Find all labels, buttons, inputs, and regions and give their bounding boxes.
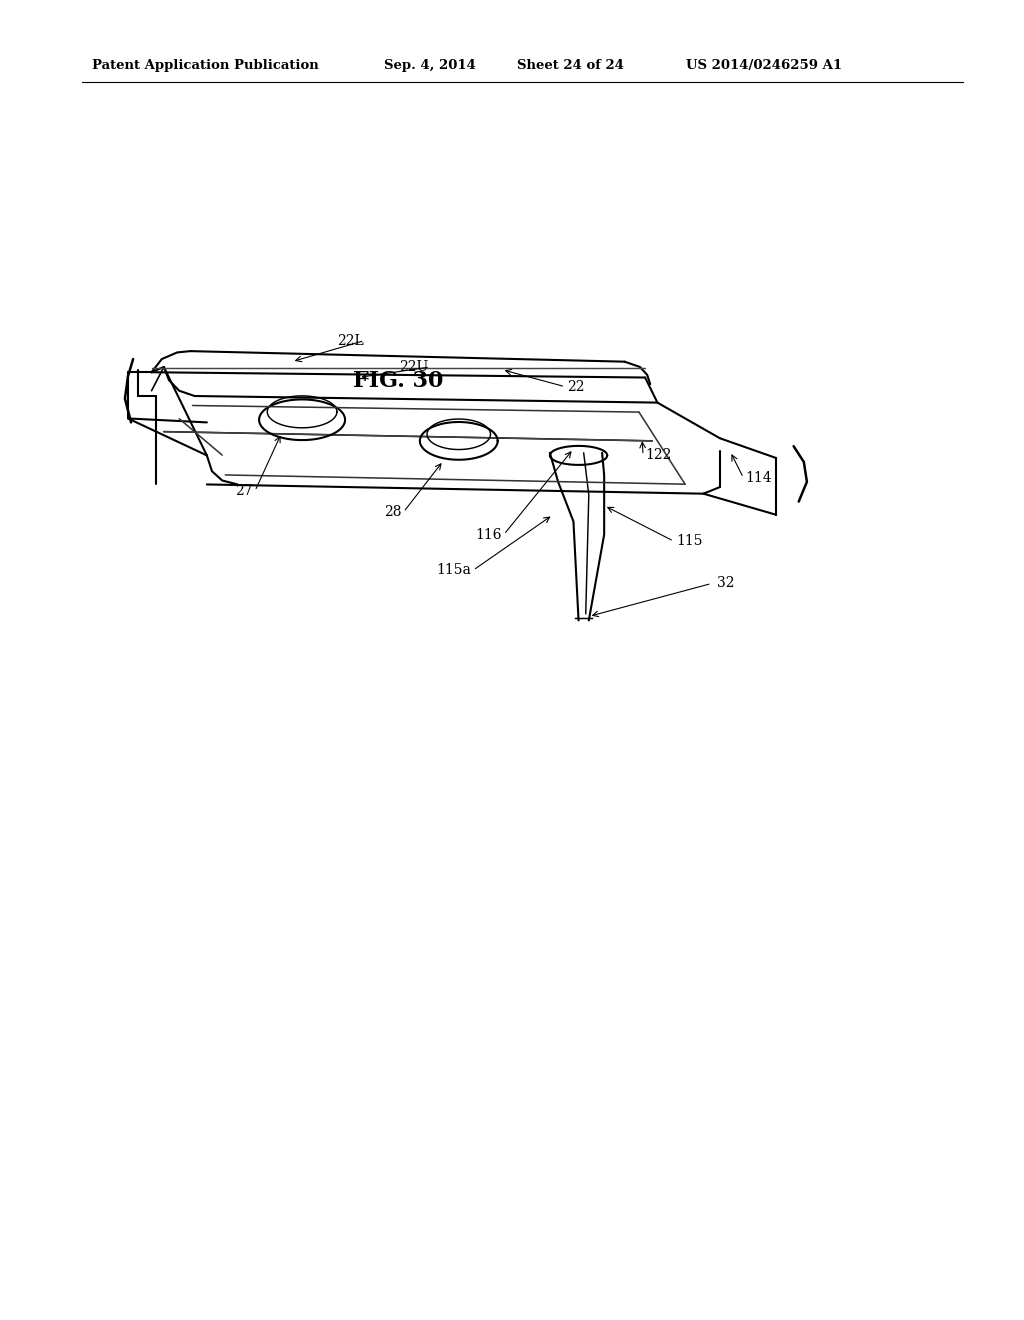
Text: 22: 22 [567,380,585,393]
Text: 27: 27 [236,484,253,498]
Text: Patent Application Publication: Patent Application Publication [92,59,318,73]
Text: 115: 115 [676,535,702,548]
Text: 32: 32 [717,577,734,590]
Text: FIG. 30: FIG. 30 [353,370,443,392]
Text: 22L: 22L [337,334,364,347]
Text: Sheet 24 of 24: Sheet 24 of 24 [517,59,624,73]
Text: 116: 116 [475,528,502,541]
Text: 114: 114 [745,471,772,484]
Text: Sep. 4, 2014: Sep. 4, 2014 [384,59,476,73]
Text: 115a: 115a [436,564,471,577]
Text: US 2014/0246259 A1: US 2014/0246259 A1 [686,59,842,73]
Text: 122: 122 [645,449,672,462]
Text: 22U: 22U [398,360,428,374]
Text: 28: 28 [384,506,401,519]
